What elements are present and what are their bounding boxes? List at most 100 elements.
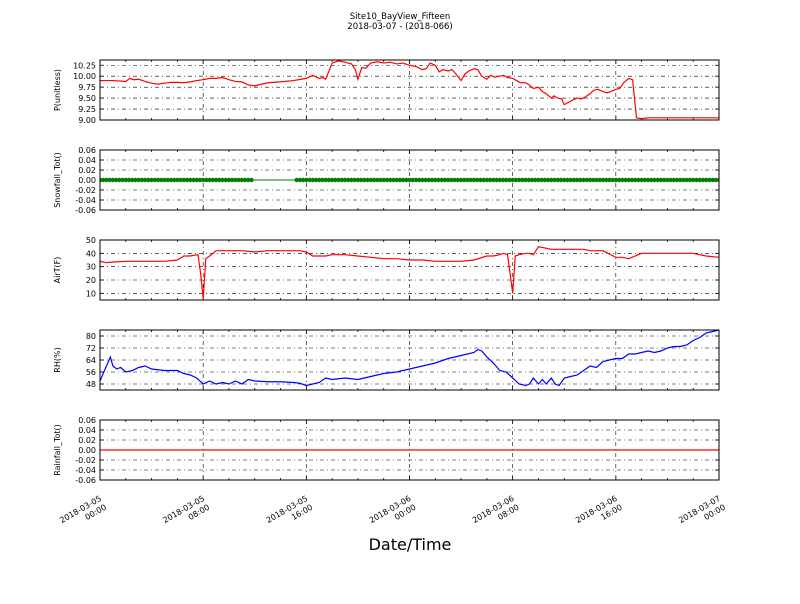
data-point [445, 177, 451, 183]
y-tick-label: -0.04 [75, 466, 96, 475]
data-point [117, 177, 122, 183]
plot-frame [99, 149, 720, 211]
data-point [452, 177, 457, 183]
y-tick-label: -0.02 [75, 186, 96, 195]
data-point [574, 177, 580, 183]
data-point [620, 177, 625, 183]
series-line [100, 60, 719, 120]
data-point [549, 177, 554, 183]
data-point [623, 177, 628, 183]
data-point [130, 177, 135, 183]
data-point [526, 177, 531, 183]
data-point [142, 177, 148, 183]
data-point [494, 177, 499, 183]
data-point [204, 177, 209, 183]
data-point [455, 177, 461, 183]
data-point [139, 177, 145, 183]
y-tick-label: 10.25 [73, 61, 96, 70]
chart-subtitle: 2018-03-07 - (2018-066) [347, 22, 452, 32]
data-point [294, 177, 299, 183]
data-point [178, 177, 183, 183]
data-point [481, 177, 486, 183]
x-tick-label: 2018-03-0600:00 [368, 494, 418, 534]
data-point [645, 177, 651, 183]
data-point [136, 177, 141, 183]
data-point [323, 177, 328, 183]
data-point [236, 177, 241, 183]
data-point [194, 177, 199, 183]
data-point [649, 177, 654, 183]
y-tick-label: 0.04 [78, 156, 96, 165]
data-point [636, 177, 641, 183]
data-point [352, 177, 357, 183]
y-tick-label: 48 [86, 380, 96, 389]
data-point [613, 177, 619, 183]
data-point [413, 177, 419, 183]
data-point [420, 177, 425, 183]
data-point [629, 177, 635, 183]
data-point [594, 177, 599, 183]
y-tick-label: 10 [86, 289, 96, 298]
data-point [516, 177, 522, 183]
data-point [110, 177, 116, 183]
data-point [687, 177, 693, 183]
data-point [165, 177, 170, 183]
data-point [542, 177, 548, 183]
data-point [346, 177, 351, 183]
data-point [362, 177, 367, 183]
data-point [520, 177, 525, 183]
plot-frame [99, 329, 720, 391]
y-axis-label: P(unitless) [53, 69, 62, 111]
data-point [381, 177, 386, 183]
data-point [616, 177, 622, 183]
data-point [423, 177, 428, 183]
data-point [436, 177, 441, 183]
data-point [181, 177, 187, 183]
data-point [200, 177, 206, 183]
y-tick-label: 10.00 [73, 72, 96, 81]
data-point [465, 177, 470, 183]
y-tick-label: 0.06 [78, 146, 96, 155]
y-tick-label: 56 [86, 368, 96, 377]
data-point [171, 177, 177, 183]
data-point [597, 177, 602, 183]
data-point [378, 177, 383, 183]
data-point [713, 177, 718, 183]
y-tick-label: -0.04 [75, 196, 96, 205]
data-point [387, 177, 393, 183]
data-point [229, 177, 235, 183]
data-point [104, 177, 109, 183]
chart-title: Site10_BayView_Fifteen [350, 12, 451, 22]
data-point [336, 177, 341, 183]
data-point [404, 177, 409, 183]
data-point [707, 177, 712, 183]
data-point [497, 177, 502, 183]
data-point [133, 177, 138, 183]
data-point [391, 177, 396, 183]
y-axis-label: RH(%) [53, 347, 62, 372]
data-point [297, 177, 303, 183]
data-point [655, 177, 660, 183]
plot-frame [99, 419, 720, 481]
data-point [700, 177, 706, 183]
data-point [478, 177, 483, 183]
data-point [433, 177, 438, 183]
y-tick-label: 0.02 [78, 436, 96, 445]
x-tick-label: 2018-03-0500:00 [58, 494, 108, 534]
data-point [587, 177, 593, 183]
data-point [632, 177, 638, 183]
data-point [246, 177, 251, 183]
series-line [100, 245, 719, 299]
data-point [703, 177, 709, 183]
data-point [610, 177, 615, 183]
data-point [339, 177, 344, 183]
y-axis-label: Rainfall_Tot() [53, 424, 62, 476]
data-point [407, 177, 412, 183]
data-point [545, 177, 551, 183]
data-point [671, 177, 677, 183]
data-point [410, 177, 415, 183]
data-point [371, 177, 377, 183]
panel-4: 48 56 64 72 80 RH(%) [53, 329, 720, 391]
data-point [681, 177, 686, 183]
